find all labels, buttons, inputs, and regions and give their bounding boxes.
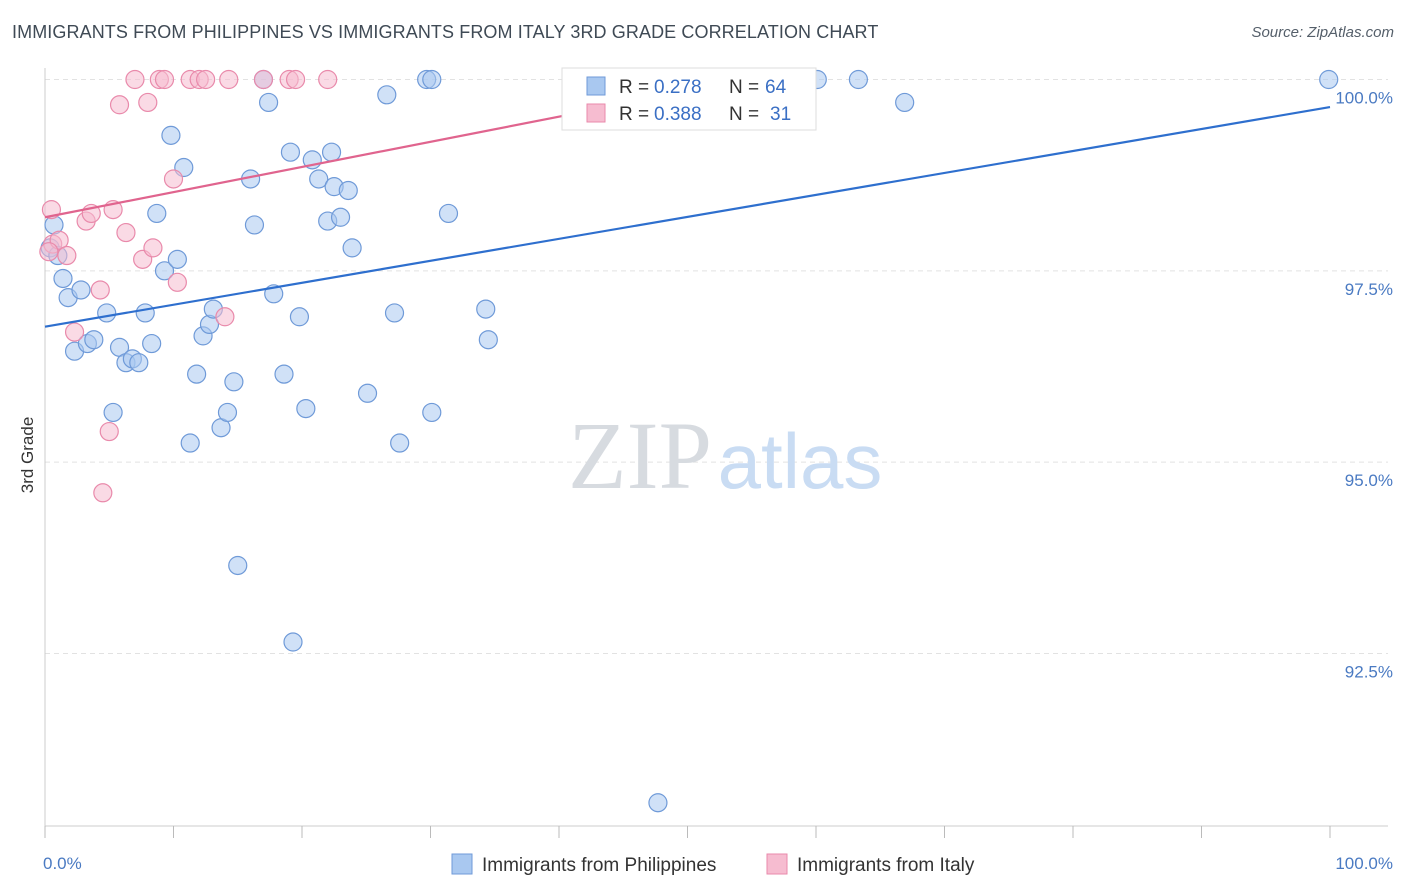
point-blue-21 [187, 364, 207, 384]
point-blue-45 [338, 180, 358, 201]
point-pink-20 [167, 272, 187, 292]
point-blue-27 [224, 372, 244, 392]
legend-r-value-italy: 0.388 [654, 104, 702, 125]
point-blue-6 [84, 330, 104, 350]
watermark-atlas: atlas [718, 417, 883, 505]
y-tick-label-2: 95.0% [1345, 471, 1393, 490]
point-blue-20 [180, 433, 200, 453]
point-blue-1 [53, 268, 73, 289]
point-blue-61 [1319, 69, 1339, 90]
point-pink-25 [219, 69, 239, 90]
point-blue-52 [422, 69, 442, 90]
point-blue-8 [103, 402, 123, 423]
bottom-legend-label-philippines: Immigrants from Philippines [482, 855, 716, 876]
point-blue-14 [142, 333, 162, 354]
point-pink-7 [90, 280, 110, 300]
point-blue-36 [283, 632, 303, 652]
point-pink-15 [138, 92, 158, 113]
y-axis-title: 3rd Grade [18, 417, 37, 494]
grid-lines [45, 79, 1388, 654]
point-blue-47 [357, 383, 378, 403]
x-axis-ticks [44, 826, 1331, 838]
y-tick-label-1: 97.5% [1345, 280, 1393, 299]
point-blue-30 [244, 215, 265, 235]
point-blue-15 [147, 203, 167, 224]
point-blue-16 [154, 261, 175, 281]
chart-title: IMMIGRANTS FROM PHILIPPINES VS IMMIGRANT… [12, 22, 879, 42]
point-pink-24 [215, 307, 235, 327]
point-pink-19 [163, 169, 184, 189]
bottom-legend: Immigrants from Philippines Immigrants f… [451, 853, 975, 876]
legend-n-label-italy: N = [729, 104, 759, 125]
point-blue-13 [135, 303, 155, 323]
point-blue-49 [384, 303, 405, 323]
point-pink-8 [93, 483, 113, 503]
point-blue-35 [280, 142, 301, 162]
point-pink-23 [196, 69, 216, 90]
bottom-legend-swatch-italy [766, 853, 788, 875]
legend-swatch-italy [586, 103, 606, 123]
x-tick-label-1: 100.0% [1335, 854, 1393, 873]
point-blue-50 [390, 433, 410, 453]
point-pink-28 [285, 69, 306, 90]
point-blue-48 [377, 85, 397, 105]
point-blue-56 [478, 330, 498, 350]
y-tick-labels: 100.0% 97.5% 95.0% 92.5% [1335, 89, 1393, 682]
point-blue-46 [342, 238, 362, 258]
point-pink-18 [154, 69, 175, 90]
point-blue-28 [228, 555, 248, 576]
legend-swatch-philippines [586, 76, 606, 96]
point-blue-53 [422, 402, 442, 423]
point-blue-44 [330, 207, 351, 227]
series-italy-points [39, 69, 338, 503]
point-blue-37 [289, 307, 310, 327]
point-blue-32 [258, 92, 279, 113]
point-blue-12 [129, 353, 149, 373]
point-blue-17 [161, 125, 181, 145]
legend-r-value-philippines: 0.278 [654, 77, 702, 98]
point-blue-18 [167, 249, 187, 269]
watermark-zip: ZIP [568, 402, 712, 509]
x-tick-label-0: 0.0% [43, 854, 82, 873]
legend-n-value-philippines: 64 [765, 77, 787, 98]
point-pink-30 [39, 242, 59, 262]
point-pink-16 [143, 238, 163, 258]
point-blue-7 [97, 303, 117, 323]
point-pink-13 [125, 69, 145, 90]
legend-r-label-italy: R = [619, 104, 649, 125]
source-credit: Source: ZipAtlas.com [1251, 24, 1394, 41]
point-blue-26 [217, 402, 238, 423]
y-tick-label-0: 100.0% [1335, 89, 1393, 108]
point-pink-12 [116, 222, 136, 243]
legend-n-label-philippines: N = [729, 77, 759, 98]
point-blue-60 [895, 92, 915, 113]
legend-n-value-italy: 31 [770, 104, 791, 125]
point-blue-54 [438, 203, 459, 224]
series-philippines-points [40, 69, 1339, 813]
point-blue-59 [848, 69, 869, 90]
legend-r-label-philippines: R = [619, 77, 649, 98]
point-pink-11 [109, 95, 130, 115]
point-pink-29 [318, 69, 338, 90]
point-pink-9 [99, 421, 119, 442]
point-pink-3 [57, 245, 77, 266]
point-blue-40 [309, 169, 329, 189]
point-pink-4 [64, 322, 85, 342]
point-blue-38 [296, 398, 316, 419]
point-blue-55 [476, 299, 496, 319]
point-blue-34 [274, 364, 294, 384]
point-pink-26 [253, 69, 274, 90]
x-tick-labels: 0.0% 100.0% [43, 854, 1393, 873]
point-blue-42 [321, 142, 342, 162]
stats-legend: R = 0.278 N = 64 R = 0.388 N = 31 [561, 67, 817, 131]
point-blue-4 [71, 280, 91, 300]
bottom-legend-swatch-philippines [451, 853, 473, 875]
point-blue-57 [648, 793, 668, 813]
bottom-legend-label-italy: Immigrants from Italy [797, 855, 975, 876]
watermark: ZIP atlas [568, 402, 882, 509]
trend-line-blue [44, 105, 1331, 328]
y-tick-label-3: 92.5% [1345, 663, 1393, 682]
